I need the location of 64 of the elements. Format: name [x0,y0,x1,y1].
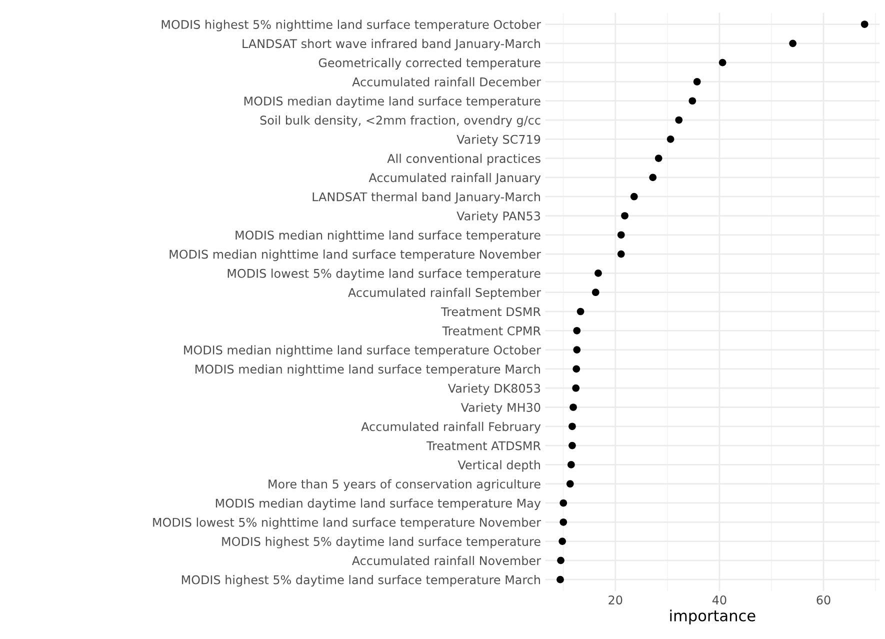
x-axis-title: importance [670,610,756,624]
y-tick-label: All conventional practices [387,154,540,166]
x-tick-label: 60 [816,595,830,604]
y-tick-label: MODIS median nighttime land surface temperature [236,230,540,242]
point [592,288,600,296]
y-tick-label: Accumulated rainfall February [361,422,541,434]
point [675,116,683,124]
point [621,212,628,220]
y-tick-label: Vertical depth [458,460,540,472]
point [576,308,584,316]
y-tick-label: Accumulated rainfall December [352,77,541,86]
y-tick-label: MODIS lowest 5% daytime land surface temperature [228,268,540,280]
y-tick-label: MODIS median daytime land surface temperature May [216,498,541,510]
y-tick-label: Variety MH30 [460,402,540,414]
point [568,461,575,468]
y-tick-label: Treatment CPMR [442,326,541,336]
y-tick-label: Variety PAN53 [456,211,540,223]
point [572,384,580,392]
y-tick-label: MODIS median nighttime land surface temperature November [170,250,541,262]
point [556,576,564,584]
y-tick-label: MODIS median nighttime land surface temperature October [184,345,541,357]
point [654,154,662,162]
y-tick-label: Variety SC719 [456,134,540,146]
y-tick-label: Accumulated rainfall September [348,288,541,300]
y-tick-label: More than 5 years of conservation agriculture [268,479,540,491]
point [572,365,580,373]
y-tick-label: MODIS highest 5% nighttime land surface temperature October [162,20,541,32]
y-tick-label: MODIS median daytime land surface temperature [244,96,540,108]
point [568,422,576,430]
point [666,135,674,143]
point [560,499,568,507]
y-tick-label: Accumulated rainfall January [368,172,541,184]
point [860,20,868,28]
point [594,270,602,277]
point [560,518,568,526]
y-tick-label: Accumulated rainfall November [352,556,541,566]
point [630,192,638,200]
point [617,250,625,258]
x-tick-label: 20 [608,595,622,604]
y-tick-label: Soil bulk density, <2mm fraction, ovendry g/cc [260,115,540,128]
point [649,174,657,182]
point [557,556,564,564]
point [566,480,574,488]
point [568,442,576,450]
point [688,97,696,105]
y-tick-label: LANDSAT short wave infrared band January-March [242,38,540,50]
point [558,538,566,545]
y-tick-label: MODIS highest 5% daytime land surface temperature [222,536,540,548]
y-tick-label: Variety DK8053 [448,384,540,396]
point [718,58,726,66]
point [570,404,577,411]
x-tick-label: 40 [712,595,726,604]
y-tick-label: Geometrically corrected temperature [318,58,540,70]
y-tick-label: MODIS median nighttime land surface temperature March [195,364,540,376]
y-tick-label: LANDSAT thermal band January-March [312,192,540,204]
point [617,231,625,239]
y-tick-label: Treatment ATDSMR [426,441,541,450]
y-tick-label: MODIS highest 5% daytime land surface temperature March [182,575,540,587]
point [789,40,796,48]
y-tick-label: Treatment DSMR [441,307,541,316]
y-tick-label: MODIS lowest 5% nighttime land surface temperature November [153,518,541,530]
point [573,326,581,334]
point [693,78,701,86]
point [573,346,581,354]
